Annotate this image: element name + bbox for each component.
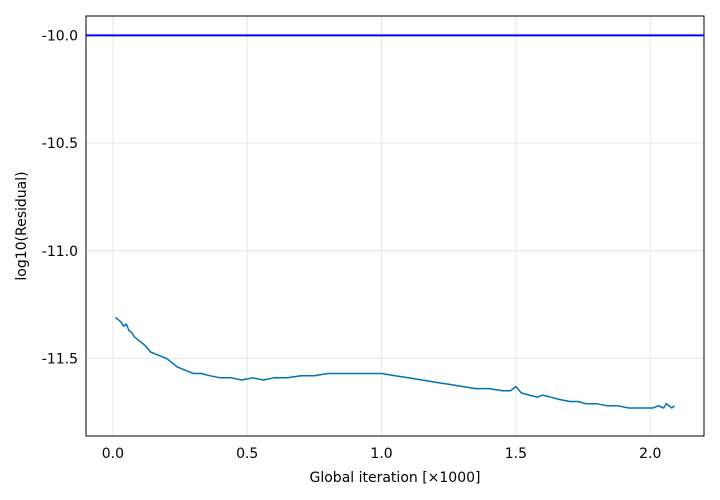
grid [86, 16, 704, 436]
y-tick-label: -10.5 [42, 136, 78, 152]
residual-series-line [115, 316, 675, 409]
x-tick-label: 0.0 [102, 446, 124, 462]
x-tick-label: 1.5 [505, 446, 527, 462]
y-axis-label: log10(Residual) [14, 171, 30, 280]
tick-labels: 0.0 0.5 1.0 1.5 2.0 -10.0 -10.5 -11.0 -11.5 [42, 28, 662, 462]
x-axis-label: Global iteration [×1000] [310, 470, 481, 486]
plot-frame [85, 15, 705, 437]
y-tick-label: -10.0 [42, 28, 78, 44]
x-tick-label: 1.0 [370, 446, 392, 462]
x-tick-label: 0.5 [236, 446, 258, 462]
series-layer [115, 316, 675, 409]
y-tick-label: -11.0 [42, 244, 78, 260]
y-tick-label: -11.5 [42, 351, 78, 367]
x-tick-label: 2.0 [639, 446, 661, 462]
